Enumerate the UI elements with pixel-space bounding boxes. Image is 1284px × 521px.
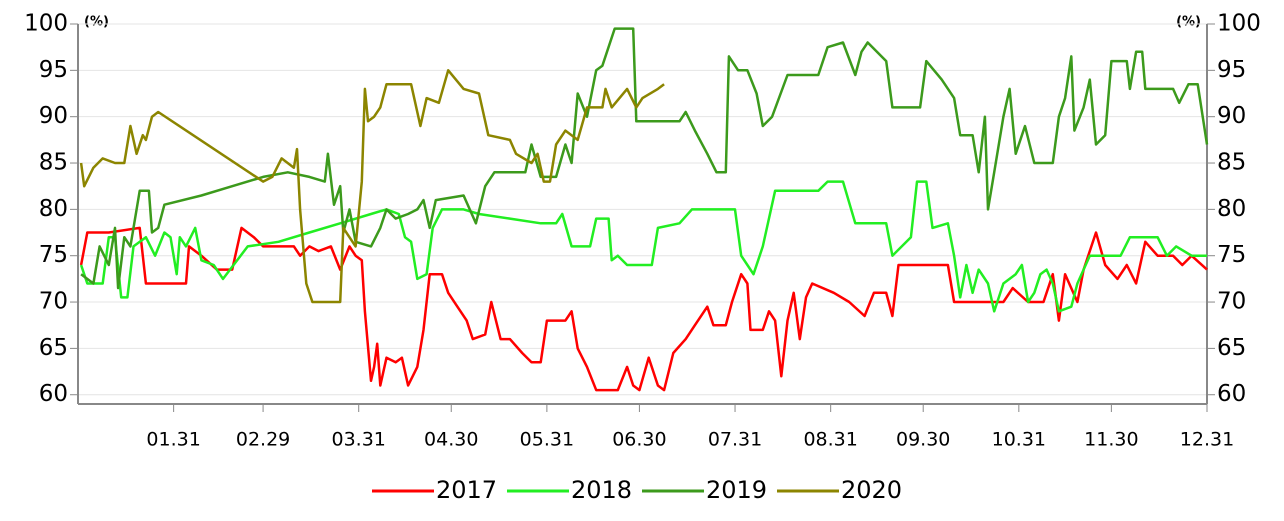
y-tick-label: 65 — [39, 335, 68, 361]
y2-tick-label: 95 — [1217, 57, 1246, 83]
series-line — [79, 180, 1207, 313]
legend-label: 2018 — [571, 476, 632, 504]
y2-tick-label: 65 — [1217, 335, 1246, 361]
x-tick-label: 11.30 — [1084, 429, 1138, 451]
x-tick-label: 01.31 — [146, 429, 200, 451]
x-tick-label: 03.31 — [332, 429, 386, 451]
y2-tick-label: 75 — [1217, 242, 1246, 268]
y2-unit: (%) — [1176, 15, 1201, 30]
x-tick-label: 10.31 — [992, 429, 1046, 451]
x-tick-label: 12.31 — [1180, 429, 1234, 451]
series-line — [79, 69, 665, 304]
y-tick-label: 90 — [39, 103, 68, 129]
x-tick-label: 09.30 — [896, 429, 950, 451]
x-tick-label: 04.30 — [424, 429, 478, 451]
x-tick-label: 06.30 — [612, 429, 666, 451]
legend-label: 2019 — [706, 476, 767, 504]
y-tick-label: 75 — [39, 242, 68, 268]
x-tick-label: 07.31 — [708, 429, 762, 451]
legend-label: 2020 — [841, 476, 902, 504]
legend-label: 2017 — [436, 476, 497, 504]
x-tick-label: 08.31 — [803, 429, 857, 451]
y-tick-label: 80 — [39, 196, 68, 222]
y2-tick-label: 60 — [1217, 381, 1246, 407]
y-unit: (%) — [84, 15, 109, 30]
y2-tick-label: 100 — [1217, 11, 1261, 37]
y2-tick-label: 85 — [1217, 150, 1246, 176]
y-tick-label: 70 — [39, 289, 68, 315]
y-tick-label: 95 — [39, 57, 68, 83]
y-tick-label: 100 — [24, 11, 68, 37]
y-tick-label: 60 — [39, 381, 68, 407]
series-line — [80, 27, 1209, 290]
x-tick-label: 02.29 — [236, 429, 290, 451]
y-tick-label: 85 — [39, 150, 68, 176]
x-tick-label: 05.31 — [520, 429, 574, 451]
y2-tick-label: 90 — [1217, 103, 1246, 129]
series-line — [79, 226, 1208, 392]
y2-tick-label: 80 — [1217, 196, 1246, 222]
y2-tick-label: 70 — [1217, 289, 1246, 315]
